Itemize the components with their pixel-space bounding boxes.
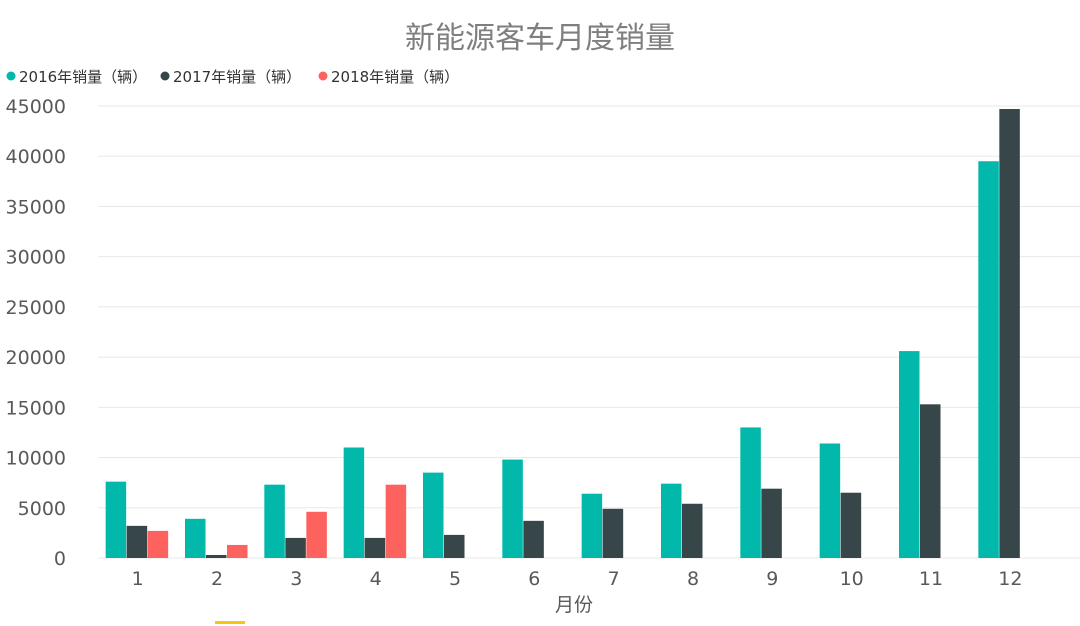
legend-marker xyxy=(160,71,170,81)
bar[interactable] xyxy=(999,109,1020,558)
legend-label: 2018年销量（辆） xyxy=(331,68,459,86)
bar[interactable] xyxy=(126,525,148,558)
y-axis: 0 5000 10000 15000 20000 25000 30000 35000 40000… xyxy=(6,96,66,570)
bar[interactable] xyxy=(423,472,444,558)
bar[interactable] xyxy=(444,534,465,558)
legend-item[interactable]: 2016年销量（辆） xyxy=(6,68,148,86)
legend[interactable]: 2016年销量（辆） 2017年销量（辆） 2018年销量（辆） xyxy=(6,68,460,86)
x-tick-label: 7 xyxy=(608,568,620,590)
y-tick-label: 40000 xyxy=(6,146,66,168)
y-tick-label: 10000 xyxy=(6,448,66,470)
chart-title: 新能源客车月度销量 xyxy=(405,21,675,56)
y-tick-label: 35000 xyxy=(6,196,66,218)
bar[interactable] xyxy=(105,481,127,558)
y-tick-label: 5000 xyxy=(18,498,66,520)
legend-marker xyxy=(6,71,16,81)
y-tick-label: 45000 xyxy=(6,96,66,118)
bar[interactable] xyxy=(819,443,841,558)
legend-item[interactable]: 2018年销量（辆） xyxy=(318,68,460,86)
y-tick-label: 30000 xyxy=(6,247,66,269)
gridlines xyxy=(98,105,1080,559)
x-tick-label: 12 xyxy=(998,568,1022,590)
legend-item[interactable]: 2017年销量（辆） xyxy=(160,68,302,86)
bar[interactable] xyxy=(343,447,365,558)
bars[interactable] xyxy=(105,109,1020,558)
bar[interactable] xyxy=(761,488,782,558)
bar[interactable] xyxy=(740,427,761,558)
bar[interactable] xyxy=(978,161,999,558)
legend-label: 2017年销量（辆） xyxy=(173,68,301,86)
bar[interactable] xyxy=(306,511,327,558)
x-tick-label: 1 xyxy=(132,568,144,590)
x-tick-label: 4 xyxy=(370,568,382,590)
y-tick-label: 20000 xyxy=(6,347,66,369)
x-tick-label: 5 xyxy=(449,568,461,590)
bar[interactable] xyxy=(385,484,407,558)
x-axis-label: 月份 xyxy=(555,594,593,616)
x-tick-label: 10 xyxy=(840,568,864,590)
y-tick-label: 15000 xyxy=(6,397,66,419)
bar[interactable] xyxy=(661,483,682,558)
bar[interactable] xyxy=(602,508,624,558)
x-tick-label: 9 xyxy=(766,568,778,590)
bar[interactable] xyxy=(227,544,248,558)
bar[interactable] xyxy=(206,554,227,558)
x-tick-label: 2 xyxy=(211,568,223,590)
bar[interactable] xyxy=(840,492,862,558)
x-tick-label: 3 xyxy=(290,568,302,590)
bar[interactable] xyxy=(523,520,544,558)
bar[interactable] xyxy=(920,404,941,558)
x-axis: 1 2 3 4 5 6 7 8 9 10 11 12 xyxy=(132,568,1023,590)
y-tick-label: 0 xyxy=(54,548,66,570)
x-tick-label: 11 xyxy=(919,568,943,590)
bar[interactable] xyxy=(364,537,386,558)
y-tick-label: 25000 xyxy=(6,297,66,319)
bottom-tab-strip xyxy=(215,621,245,624)
active-tab-indicator xyxy=(215,621,245,624)
bar[interactable] xyxy=(682,503,703,558)
bar[interactable] xyxy=(581,493,603,558)
x-tick-label: 6 xyxy=(528,568,540,590)
bar[interactable] xyxy=(185,518,206,558)
bar[interactable] xyxy=(264,484,285,558)
bar[interactable] xyxy=(899,351,920,558)
bar[interactable] xyxy=(502,459,523,558)
legend-label: 2016年销量（辆） xyxy=(19,68,147,86)
legend-marker xyxy=(318,71,328,81)
bar[interactable] xyxy=(147,530,169,558)
bar[interactable] xyxy=(285,537,306,558)
x-tick-label: 8 xyxy=(687,568,699,590)
